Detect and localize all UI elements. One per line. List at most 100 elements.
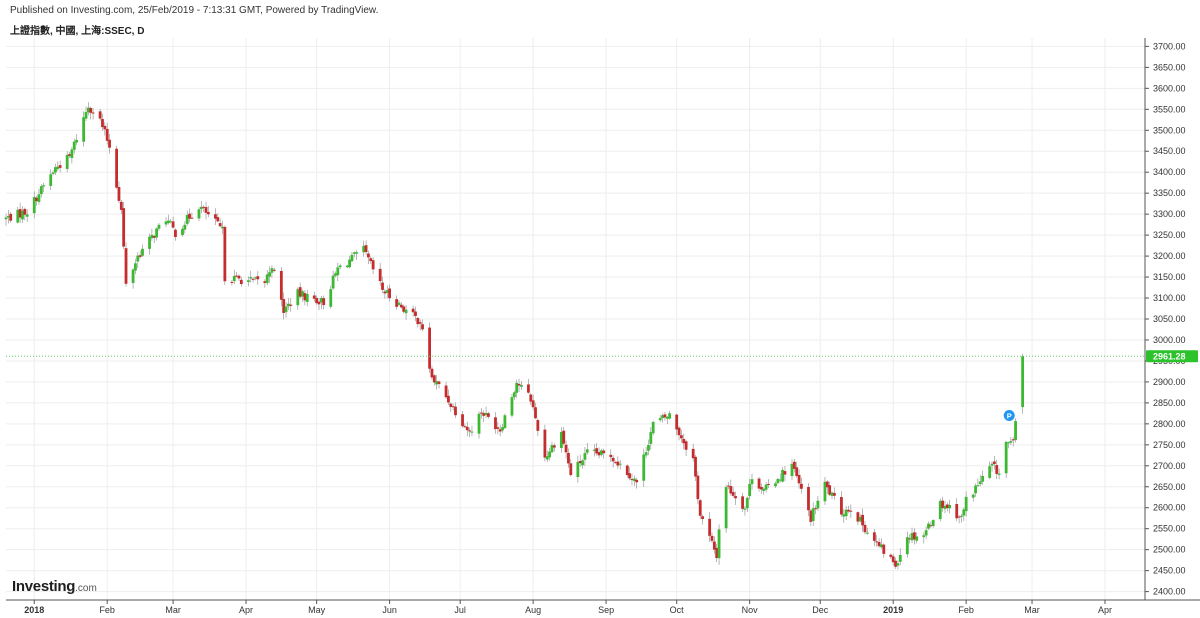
candle-body [905, 537, 909, 555]
candle-body [197, 209, 201, 219]
candle-body [371, 260, 375, 270]
y-tick-label: 3550.00 [1153, 104, 1186, 114]
candle-body [37, 194, 41, 202]
candle-body [284, 306, 288, 313]
candle-body [679, 435, 683, 439]
candle-body [235, 275, 239, 277]
candle-body [599, 450, 603, 455]
overlays: 2961.28 P [6, 350, 1198, 421]
candle-body [134, 263, 137, 271]
candle-body [990, 463, 994, 466]
candle-body [774, 483, 777, 487]
candle-body [847, 509, 850, 512]
candle-body [503, 415, 507, 428]
candle-body [534, 407, 537, 419]
candle-body [576, 461, 580, 477]
candle-body [395, 299, 399, 307]
last-price-label: 2961.28 [1153, 352, 1186, 362]
candle-body [830, 492, 834, 496]
candle-body [647, 444, 650, 451]
y-tick-label: 3100.00 [1153, 293, 1186, 303]
candle-body [239, 279, 243, 285]
candle-body [924, 530, 928, 536]
candle-body [369, 258, 373, 262]
y-tick-label: 3350.00 [1153, 188, 1186, 198]
candle-body [501, 427, 504, 431]
candle-body [581, 460, 584, 466]
y-tick-label: 2600.00 [1153, 503, 1186, 513]
candle-body [840, 497, 843, 515]
candle-body [468, 430, 472, 432]
candle-body [216, 217, 220, 222]
y-tick-label: 3650.00 [1153, 62, 1186, 72]
candle-body [712, 541, 716, 550]
candle-body [223, 226, 227, 282]
candle-body [548, 451, 552, 458]
candle-body [776, 479, 780, 484]
candle-body [319, 297, 323, 303]
candle-body [531, 400, 535, 408]
candle-body [976, 485, 980, 487]
candle-body [992, 461, 996, 464]
y-tick-label: 3200.00 [1153, 251, 1186, 261]
y-tick-label: 2500.00 [1153, 545, 1186, 555]
candle-body [477, 413, 481, 434]
candle-body [715, 547, 719, 559]
candle-body [875, 541, 879, 543]
candle-body [628, 473, 632, 479]
candle-body [54, 167, 57, 173]
candle-body [945, 504, 949, 509]
candle-body [82, 117, 86, 142]
candle-body [792, 461, 796, 469]
candle-body [42, 185, 46, 187]
x-tick-label: Nov [742, 605, 759, 615]
y-tick-label: 3300.00 [1153, 209, 1186, 219]
candle-body [254, 277, 257, 279]
candle-body [16, 209, 20, 223]
candle-body [1009, 441, 1013, 443]
candle-body [552, 445, 556, 448]
candle-body [119, 201, 123, 210]
candle-body [635, 479, 639, 483]
candle-body [437, 381, 441, 384]
candle-body [303, 293, 307, 301]
candle-body [381, 282, 384, 290]
candle-body [329, 289, 333, 307]
candle-body [418, 322, 422, 324]
candle-body [383, 291, 387, 294]
candle-body [68, 154, 71, 156]
candle-body [397, 302, 401, 305]
candle-body [494, 417, 497, 430]
candle-body [823, 481, 827, 502]
candle-body [795, 467, 799, 477]
investing-logo: Investing.com [12, 578, 97, 595]
candle-body [562, 430, 566, 444]
candle-body [51, 172, 55, 174]
candle-body [345, 265, 349, 268]
last-price-label-bg [1146, 350, 1198, 363]
x-tick-label: Oct [670, 605, 685, 615]
candle-body [482, 412, 486, 416]
candle-body [938, 500, 942, 520]
candle-body [136, 255, 140, 262]
x-tick-label: Dec [812, 605, 829, 615]
y-tick-label: 2700.00 [1153, 461, 1186, 471]
candle-body [199, 206, 203, 210]
y-tick-label: 3150.00 [1153, 272, 1186, 282]
candle-body [602, 450, 606, 454]
candle-body [23, 208, 27, 215]
candle-body [484, 412, 488, 416]
candle-body [298, 287, 302, 297]
candle-body [65, 154, 69, 169]
candle-body [1004, 441, 1008, 474]
candle-body [512, 392, 516, 398]
candle-body [828, 485, 832, 495]
x-tick-label: Feb [958, 605, 974, 615]
candle-body [614, 462, 617, 464]
candle-body [727, 485, 730, 487]
candle-body [461, 414, 464, 427]
logo-text: Investing [12, 578, 76, 595]
x-tick-label: 2018 [24, 605, 44, 615]
candle-body [91, 112, 95, 114]
